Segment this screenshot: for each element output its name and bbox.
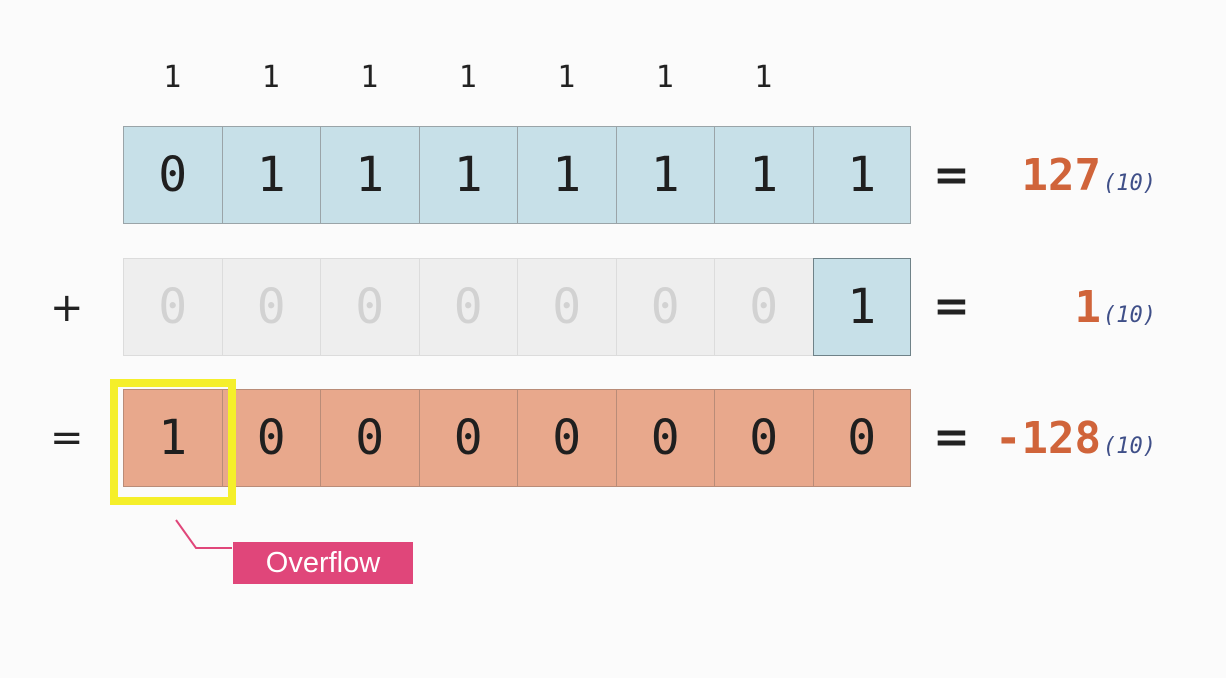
bit-cell: 0	[615, 389, 714, 487]
result-c-base: (10)	[1103, 434, 1156, 459]
carry-row: 1 1 1 1 1 1 1	[123, 58, 911, 98]
result-a: 127(10)	[1022, 150, 1156, 201]
bit-cell: 1	[221, 126, 320, 224]
carry-bit: 1	[458, 60, 477, 95]
overflow-highlight-box	[110, 379, 236, 505]
bit-cell: 0	[615, 258, 714, 356]
equals-sign-c: =	[933, 412, 970, 463]
bit-cell: 1	[418, 126, 517, 224]
carry-bit: 1	[754, 60, 773, 95]
result-operator: =	[50, 415, 84, 461]
result-a-base: (10)	[1103, 171, 1156, 196]
carry-bit: 1	[261, 60, 280, 95]
plus-operator: +	[50, 285, 84, 331]
bit-cell: 0	[714, 258, 813, 356]
overflow-bit-cell: 1	[123, 389, 222, 487]
result-b-value: 1	[1074, 282, 1102, 333]
bit-cell: 1	[714, 126, 813, 224]
bit-cell: 0	[221, 258, 320, 356]
bit-cell: 0	[123, 258, 222, 356]
bit-cell: 0	[714, 389, 813, 487]
carry-bit: 1	[163, 60, 182, 95]
bit-cell: 0	[418, 389, 517, 487]
bit-cell: 0	[812, 389, 911, 487]
bit-cell: 1	[320, 126, 419, 224]
bit-cell: 0	[320, 258, 419, 356]
bit-cell: 0	[123, 126, 222, 224]
result-b: 1(10)	[1075, 282, 1156, 333]
result-b-base: (10)	[1103, 303, 1156, 328]
operand-b-row: 0 0 0 0 0 0 0 1	[123, 258, 911, 356]
result-a-value: 127	[1021, 150, 1102, 201]
bit-cell: 1	[517, 126, 616, 224]
bit-cell: 0	[517, 258, 616, 356]
sum-row: 1 0 0 0 0 0 0 0	[123, 389, 911, 487]
overflow-label: Overflow	[233, 542, 413, 584]
operand-a-row: 0 1 1 1 1 1 1 1	[123, 126, 911, 224]
carry-bit: 1	[360, 60, 379, 95]
equals-sign-a: =	[933, 150, 970, 201]
carry-bit: 1	[557, 60, 576, 95]
bit-cell: 1	[812, 258, 911, 356]
result-c: -128(10)	[995, 413, 1156, 464]
bit-cell: 0	[320, 389, 419, 487]
equals-sign-b: =	[933, 281, 970, 332]
bit-cell: 0	[418, 258, 517, 356]
bit-cell: 0	[517, 389, 616, 487]
bit-cell: 0	[221, 389, 320, 487]
bit-cell: 1	[812, 126, 911, 224]
result-c-value: -128	[995, 413, 1102, 464]
bit-cell: 1	[615, 126, 714, 224]
carry-bit: 1	[655, 60, 674, 95]
